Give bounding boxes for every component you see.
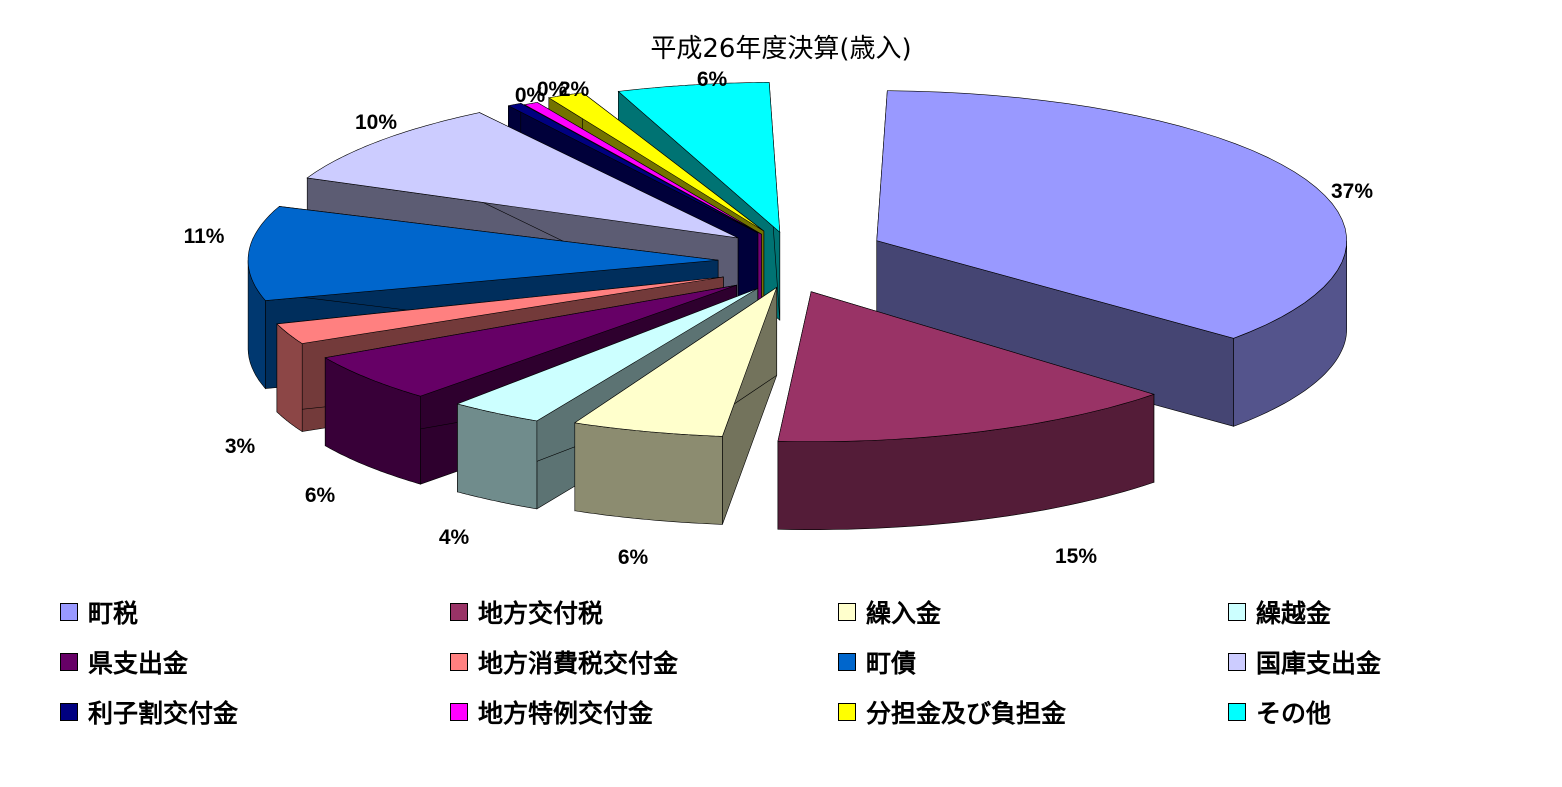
legend-label: 地方交付税	[478, 599, 604, 628]
pie-slice-8	[508, 102, 759, 234]
data-label-10: 2%	[559, 78, 590, 101]
pie-slice-1	[777, 291, 1155, 442]
legend-item: 利子割交付金	[60, 694, 238, 730]
legend-swatch	[60, 703, 78, 721]
pie-chart: 37%15%6%4%6%3%11%10%0%0%2% 6%	[184, 68, 1374, 569]
pie-slice-11	[617, 82, 781, 233]
legend-swatch	[60, 603, 78, 621]
data-label-3: 4%	[439, 526, 470, 549]
legend-label: 町債	[866, 649, 917, 678]
legend-swatch	[1228, 703, 1246, 721]
legend-item: 町債	[838, 644, 916, 680]
pie-slice-6	[247, 206, 719, 301]
legend-label: 繰入金	[866, 599, 942, 628]
legend-label: 県支出金	[88, 649, 189, 678]
pie-slice-7	[306, 112, 739, 239]
legend-item: その他	[1228, 694, 1331, 730]
pie-slice-2	[573, 286, 778, 437]
legend-label: 地方特例交付金	[478, 699, 654, 728]
legend-item: 地方消費税交付金	[450, 644, 678, 680]
legend-swatch	[838, 653, 856, 671]
legend-label: 分担金及び負担金	[866, 699, 1067, 728]
legend-swatch	[60, 653, 78, 671]
slice-rim-2-0	[574, 422, 723, 525]
chart-title: 平成26年度決算(歳入)	[650, 34, 912, 64]
legend-swatch	[1228, 603, 1246, 621]
pie-tops	[247, 82, 1347, 442]
legend-item: 分担金及び負担金	[838, 694, 1066, 730]
pie-slice-4	[324, 284, 737, 397]
legend-item: 国庫支出金	[1228, 644, 1381, 680]
data-label-6: 11%	[184, 225, 225, 248]
legend-swatch	[838, 603, 856, 621]
legend-swatch	[450, 603, 468, 621]
legend-swatch	[450, 653, 468, 671]
data-label-7: 10%	[355, 111, 397, 134]
legend-label: 利子割交付金	[88, 699, 239, 728]
legend-item: 県支出金	[60, 644, 188, 680]
data-label-5: 3%	[225, 435, 256, 458]
data-label-4: 6%	[305, 484, 336, 507]
legend-swatch	[450, 703, 468, 721]
legend-label: 町税	[88, 599, 139, 628]
legend-label: その他	[1256, 699, 1332, 728]
legend-item: 町税	[60, 594, 138, 630]
data-label-8: 0%	[515, 84, 546, 107]
legend-item: 地方特例交付金	[450, 694, 653, 730]
legend-swatch	[838, 703, 856, 721]
pie-slice-3	[456, 288, 758, 422]
pie-slice-5	[276, 276, 724, 344]
legend-label: 繰越金	[1256, 599, 1332, 628]
data-label-9: 0%	[537, 78, 568, 101]
legend-item: 繰越金	[1228, 594, 1331, 630]
data-label-1: 15%	[1055, 545, 1097, 568]
data-label-0: 37%	[1331, 180, 1373, 203]
legend-label: 国庫支出金	[1256, 649, 1382, 678]
data-label-2: 6%	[618, 546, 649, 569]
pie-slice-10	[547, 92, 765, 232]
pie-labels: 37%15%6%4%6%3%11%10%0%0%2% 6%	[184, 68, 1374, 569]
pie-slice-0	[876, 90, 1347, 339]
legend-item: 繰入金	[838, 594, 941, 630]
legend-item: 地方交付税	[450, 594, 603, 630]
slice-rim-3-0	[457, 403, 538, 510]
data-label-11: 6%	[697, 68, 728, 91]
legend-swatch	[1228, 653, 1246, 671]
legend-label: 地方消費税交付金	[478, 649, 679, 678]
pie-slice-9	[523, 102, 762, 235]
